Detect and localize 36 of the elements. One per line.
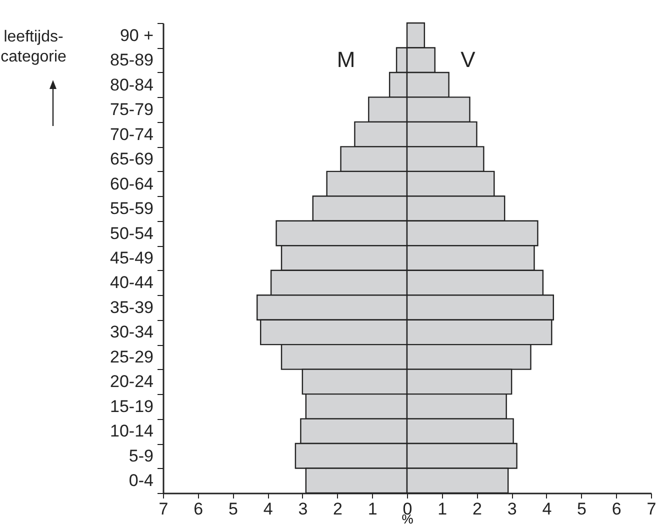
x-tick-label: 6 bbox=[194, 500, 204, 518]
y-tick-label: 20-24 bbox=[110, 372, 154, 392]
y-tick-label: 50-54 bbox=[110, 224, 154, 243]
y-tick-label: 85-89 bbox=[110, 50, 154, 70]
y-tick-label: 65-69 bbox=[110, 150, 154, 169]
x-tick-label: 7 bbox=[646, 500, 656, 518]
y-tick-label: 45-49 bbox=[110, 248, 154, 268]
series-label: V bbox=[460, 47, 476, 72]
x-tick-label: 2 bbox=[333, 500, 343, 518]
y-tick-label: 55-59 bbox=[110, 199, 154, 218]
x-tick-label: 5 bbox=[228, 500, 238, 518]
series-label: M bbox=[336, 47, 356, 72]
x-tick-label: 2 bbox=[472, 500, 482, 518]
y-tick-label: 15-19 bbox=[110, 396, 154, 416]
x-tick-label: 6 bbox=[612, 500, 622, 518]
x-tick-label: 3 bbox=[507, 500, 517, 518]
y-tick-label: 90 + bbox=[120, 26, 154, 45]
y-tick-label: 10-14 bbox=[110, 422, 154, 441]
x-tick-label: 1 bbox=[368, 500, 378, 518]
y-tick-label: 0-4 bbox=[128, 471, 154, 490]
x-tick-label: 1 bbox=[438, 500, 448, 518]
y-tick-label: 25-29 bbox=[110, 347, 154, 366]
y-tick-label: 80-84 bbox=[110, 75, 154, 94]
x-tick-label: 7 bbox=[158, 500, 168, 518]
y-tick-label: 35-39 bbox=[110, 298, 154, 317]
y-tick-label: 5-9 bbox=[128, 446, 154, 466]
x-tick-label: 4 bbox=[542, 500, 552, 518]
y-axis-title: leeftijds-categorie bbox=[0, 28, 67, 66]
x-tick-label: 5 bbox=[577, 500, 587, 518]
x-tick-label: 3 bbox=[298, 500, 308, 518]
y-tick-label: 30-34 bbox=[110, 322, 154, 342]
y-tick-label: 70-74 bbox=[110, 124, 154, 144]
y-tick-label: 60-64 bbox=[110, 174, 154, 194]
y-tick-label: 75-79 bbox=[110, 100, 154, 120]
x-tick-label: 4 bbox=[263, 500, 273, 518]
y-tick-label: 40-44 bbox=[110, 273, 154, 292]
